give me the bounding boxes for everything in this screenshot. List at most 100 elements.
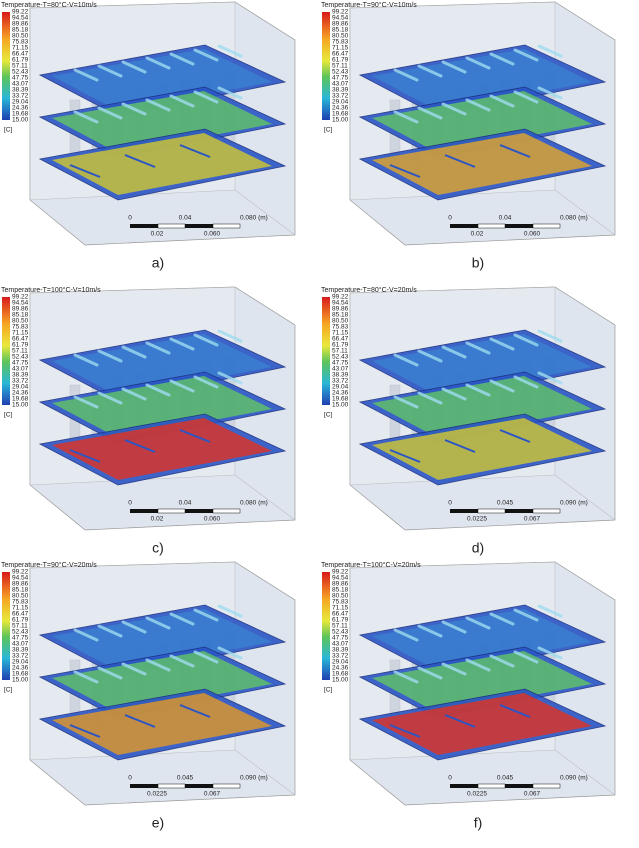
channel (97, 349, 123, 363)
channel (417, 624, 443, 638)
legend-value: 38.39 (12, 372, 29, 379)
channel (121, 620, 147, 634)
channel (145, 56, 171, 70)
caption: f) (474, 815, 483, 831)
channel (121, 387, 147, 401)
channel (73, 68, 99, 82)
legend-value: 47.75 (332, 635, 349, 642)
plate-inner (372, 376, 592, 438)
plate-divider (69, 724, 101, 738)
channel (417, 349, 443, 363)
scale-bar-white (477, 508, 506, 514)
scale-label: 0.090 (m) (240, 775, 268, 782)
legend-value: 57.11 (12, 623, 28, 630)
plate-inner (52, 609, 272, 671)
scale-label: 0.02 (151, 516, 164, 523)
legend-value: 61.79 (332, 342, 349, 349)
scale-label: 0.02 (471, 231, 484, 238)
legend-value: 66.47 (12, 611, 29, 618)
legend-title: Temperature-T=90°C-V=20m/s (1, 561, 97, 569)
legend-value: 80.50 (12, 318, 29, 325)
scale-label: 0.0225 (147, 791, 167, 798)
panel: Temperature-T=100°C-V=20m/s99.2294.5489.… (321, 561, 616, 831)
legend-unit: [C] (324, 412, 333, 419)
legend-value: 85.18 (332, 587, 349, 594)
channel (417, 391, 443, 405)
color-bar (2, 297, 10, 405)
legend-value: 47.75 (332, 360, 349, 367)
plate-inner (372, 334, 592, 396)
channel (489, 654, 515, 668)
legend-value: 57.11 (332, 63, 348, 70)
legend-value: 29.04 (12, 99, 29, 106)
legend-value: 15.00 (12, 117, 29, 124)
channel (73, 395, 99, 409)
legend-value: 29.04 (12, 659, 29, 666)
legend-value: 94.54 (332, 575, 349, 582)
legend-value: 71.15 (12, 45, 29, 52)
channel (441, 620, 467, 634)
plate-divider (124, 439, 156, 453)
channel (537, 86, 563, 100)
scale-bar-black (450, 224, 478, 228)
legend-value: 85.18 (12, 312, 29, 319)
scale-label: 0.060 (204, 231, 221, 238)
channel (417, 64, 443, 78)
legend-value: 75.83 (12, 324, 29, 331)
channel (465, 383, 491, 397)
legend-value: 47.75 (332, 75, 349, 82)
scale-bar-white (477, 223, 506, 229)
legend-value: 29.04 (12, 384, 29, 391)
scale-label: 0 (448, 500, 452, 507)
legend-value: 71.15 (12, 605, 29, 612)
scale-label: 0.04 (179, 500, 192, 507)
legend-value: 80.50 (332, 593, 349, 600)
legend-value: 24.36 (332, 665, 349, 672)
plate-divider (444, 154, 476, 168)
color-bar (2, 572, 10, 680)
plate-divider (124, 154, 156, 168)
legend-unit: [C] (324, 687, 333, 694)
domain-edge (234, 474, 296, 521)
plate-inner (372, 133, 592, 195)
plate-divider (179, 429, 211, 443)
legend-value: 61.79 (12, 342, 29, 349)
plate-inner (372, 651, 592, 713)
plate-divider (499, 704, 531, 718)
legend-value: 61.79 (332, 617, 349, 624)
channel (97, 666, 123, 680)
domain-edge (554, 749, 616, 796)
scale-bar-black (185, 509, 213, 513)
scale-bar-black (450, 784, 478, 788)
channel (489, 94, 515, 108)
channel (393, 110, 419, 124)
channel (217, 329, 243, 343)
scale-bar-white (157, 783, 186, 789)
channel (73, 110, 99, 124)
channel (513, 333, 539, 347)
scale-label: 0.067 (524, 516, 541, 523)
legend-value: 80.50 (12, 33, 29, 40)
legend-value: 38.39 (12, 87, 29, 94)
plate-inner (372, 693, 592, 755)
channel (73, 353, 99, 367)
channel (513, 608, 539, 622)
plate-divider (499, 429, 531, 443)
channel (417, 666, 443, 680)
legend-unit: [C] (4, 127, 13, 134)
scale-bar-white (532, 223, 561, 229)
legend-value: 47.75 (12, 360, 29, 367)
legend-value: 19.68 (332, 671, 349, 678)
channel (513, 90, 539, 104)
scale-label: 0.080 (m) (560, 215, 588, 222)
channel (193, 48, 219, 62)
scale-bar-black (505, 784, 533, 788)
channel (393, 628, 419, 642)
channel (465, 98, 491, 112)
legend-value: 71.15 (332, 605, 349, 612)
legend-value: 94.54 (12, 300, 29, 307)
channel (513, 650, 539, 664)
legend-value: 66.47 (12, 51, 29, 58)
channel (393, 353, 419, 367)
legend-value: 99.22 (332, 294, 349, 301)
